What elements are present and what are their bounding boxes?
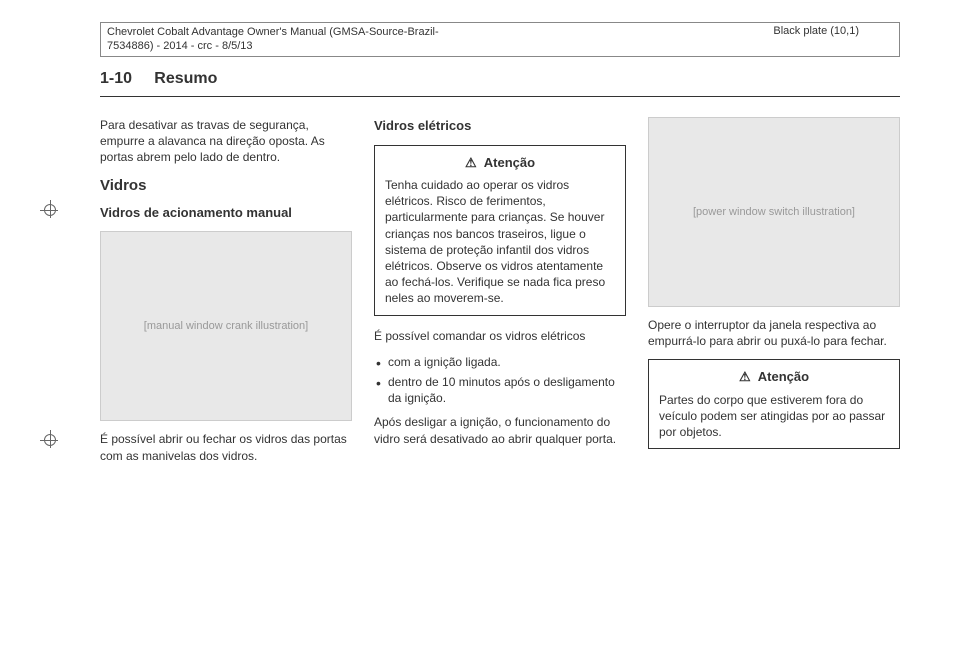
section-divider: [100, 96, 900, 97]
col1-heading-vidros: Vidros: [100, 176, 352, 196]
warning-icon: ⚠: [739, 368, 751, 386]
col1-para1: Para desativar as travas de segurança, e…: [100, 117, 352, 166]
manual-window-image: [manual window crank illustration]: [100, 231, 352, 421]
col1-para2: É possível abrir ou fechar os vidros das…: [100, 431, 352, 463]
col3-para1: Opere o interruptor da janela respectiva…: [648, 317, 900, 349]
warning2-header: ⚠ Atenção: [659, 368, 889, 386]
warning-box-1: ⚠ Atenção Tenha cuidado ao operar os vid…: [374, 145, 626, 316]
col2-bullet2: dentro de 10 minutos após o desligamento…: [374, 374, 626, 406]
column-1: Para desativar as travas de segurança, e…: [100, 117, 352, 474]
power-window-image: [power window switch illustration]: [648, 117, 900, 307]
col1-heading-manual: Vidros de acionamento manual: [100, 204, 352, 222]
doc-title-line1: Chevrolet Cobalt Advantage Owner's Manua…: [107, 25, 439, 39]
col2-heading-eletricos: Vidros elétricos: [374, 117, 626, 135]
warning-box-2: ⚠ Atenção Partes do corpo que estiverem …: [648, 359, 900, 449]
col2-bullet-list: com a ignição ligada. dentro de 10 minut…: [374, 354, 626, 407]
page-container: Chevrolet Cobalt Advantage Owner's Manua…: [0, 0, 960, 504]
col2-bullet1: com a ignição ligada.: [374, 354, 626, 370]
col2-para2: Após desligar a ignição, o funcionamento…: [374, 414, 626, 446]
section-title: Resumo: [154, 70, 217, 87]
doc-title-line2: 7534886) - 2014 - crc - 8/5/13: [107, 39, 439, 53]
warning1-label: Atenção: [484, 155, 535, 170]
warning-icon: ⚠: [465, 154, 477, 172]
warning2-body: Partes do corpo que estiverem fora do ve…: [659, 392, 889, 441]
warning1-body: Tenha cuidado ao operar os vidros elétri…: [385, 177, 615, 307]
warning2-label: Atenção: [758, 369, 809, 384]
column-2: Vidros elétricos ⚠ Atenção Tenha cuidado…: [374, 117, 626, 474]
section-header: 1-10 Resumo: [100, 70, 900, 96]
column-3: [power window switch illustration] Opere…: [648, 117, 900, 474]
content-columns: Para desativar as travas de segurança, e…: [100, 117, 900, 474]
col2-para1: É possível comandar os vidros elétricos: [374, 328, 626, 344]
plate-label: Black plate (10,1): [773, 25, 859, 54]
warning1-header: ⚠ Atenção: [385, 154, 615, 172]
section-number: 1-10: [100, 70, 132, 87]
doc-header-box: Chevrolet Cobalt Advantage Owner's Manua…: [100, 22, 900, 57]
